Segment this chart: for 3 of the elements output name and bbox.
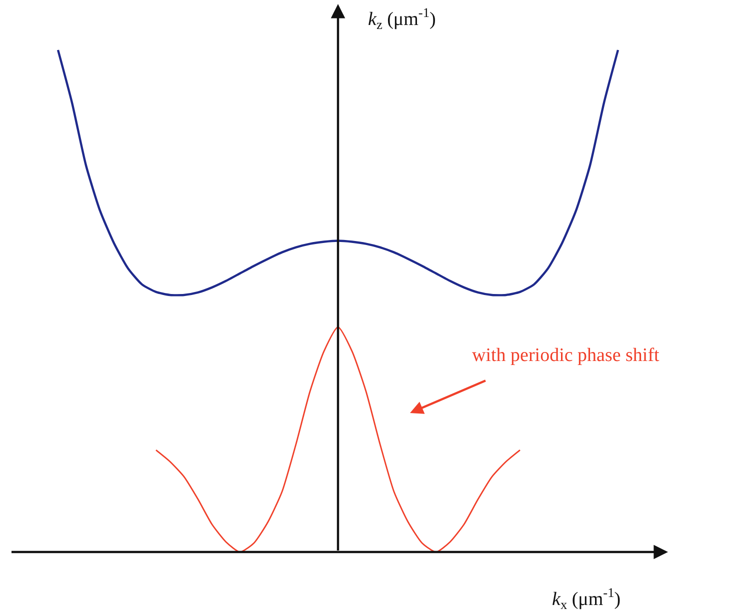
y-axis-title: k$_{z}$ (μm$^{-1}$) (368, 5, 436, 32)
x-axis-title: k$_{x}$ (μm$^{-1}$) (552, 585, 621, 612)
annotation: with periodic phase shift (472, 345, 660, 366)
